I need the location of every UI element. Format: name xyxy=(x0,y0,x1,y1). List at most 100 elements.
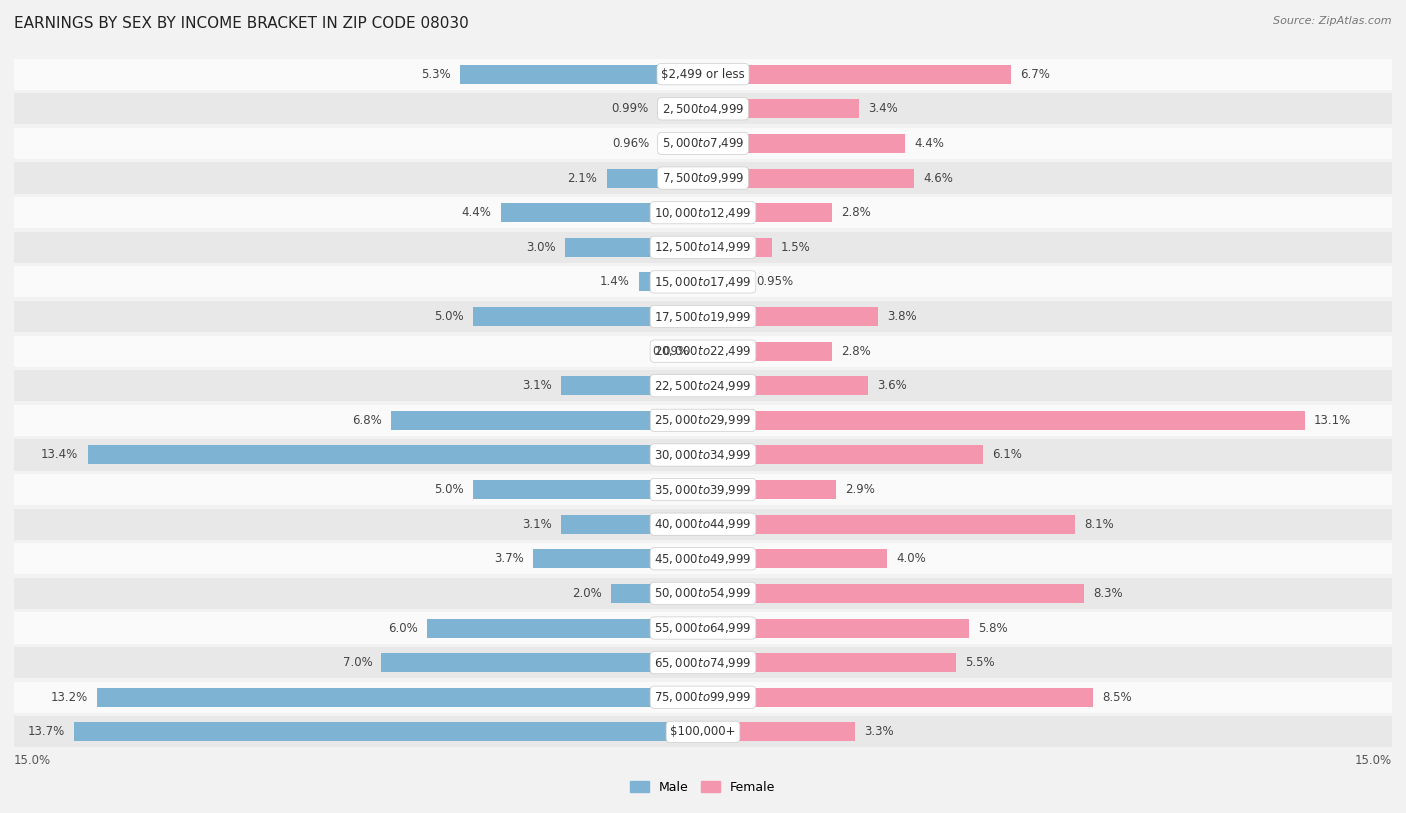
Bar xyxy=(381,653,703,672)
Text: 5.5%: 5.5% xyxy=(965,656,994,669)
Text: 5.0%: 5.0% xyxy=(434,483,464,496)
Text: $45,000 to $49,999: $45,000 to $49,999 xyxy=(654,552,752,566)
Text: 0.95%: 0.95% xyxy=(756,276,793,289)
Text: 3.6%: 3.6% xyxy=(877,379,907,392)
Bar xyxy=(659,134,703,153)
Bar xyxy=(14,578,1392,609)
Bar xyxy=(703,341,831,361)
Text: $40,000 to $44,999: $40,000 to $44,999 xyxy=(654,517,752,531)
Text: 3.0%: 3.0% xyxy=(526,241,555,254)
Bar xyxy=(391,411,703,430)
Text: $17,500 to $19,999: $17,500 to $19,999 xyxy=(654,310,752,324)
Legend: Male, Female: Male, Female xyxy=(626,776,780,799)
Text: 7.0%: 7.0% xyxy=(343,656,373,669)
Text: 13.4%: 13.4% xyxy=(41,449,79,462)
Bar xyxy=(703,65,1011,84)
Bar xyxy=(97,688,703,706)
Bar xyxy=(703,550,887,568)
Text: $25,000 to $29,999: $25,000 to $29,999 xyxy=(654,413,752,428)
Text: $50,000 to $54,999: $50,000 to $54,999 xyxy=(654,586,752,601)
Text: 0.09%: 0.09% xyxy=(652,345,690,358)
Bar xyxy=(14,716,1392,747)
Bar xyxy=(427,619,703,637)
Text: $100,000+: $100,000+ xyxy=(671,725,735,738)
Bar xyxy=(703,446,983,464)
Text: EARNINGS BY SEX BY INCOME BRACKET IN ZIP CODE 08030: EARNINGS BY SEX BY INCOME BRACKET IN ZIP… xyxy=(14,16,468,31)
Bar xyxy=(501,203,703,222)
Bar xyxy=(703,307,877,326)
Text: 4.6%: 4.6% xyxy=(924,172,953,185)
Text: 3.4%: 3.4% xyxy=(869,102,898,115)
Bar xyxy=(638,272,703,291)
Bar xyxy=(703,480,837,499)
Text: 1.5%: 1.5% xyxy=(782,241,811,254)
Bar xyxy=(703,515,1076,533)
Bar xyxy=(703,584,1084,603)
Text: $2,499 or less: $2,499 or less xyxy=(661,67,745,80)
Bar xyxy=(14,267,1392,298)
Text: 4.4%: 4.4% xyxy=(914,137,945,150)
Bar xyxy=(474,480,703,499)
Text: 3.8%: 3.8% xyxy=(887,310,917,323)
Text: 3.7%: 3.7% xyxy=(494,552,524,565)
Text: 1.4%: 1.4% xyxy=(599,276,630,289)
Text: $75,000 to $99,999: $75,000 to $99,999 xyxy=(654,690,752,704)
Bar xyxy=(703,203,831,222)
Text: 3.1%: 3.1% xyxy=(522,518,551,531)
Text: 2.9%: 2.9% xyxy=(845,483,876,496)
Text: 13.7%: 13.7% xyxy=(27,725,65,738)
Bar xyxy=(14,336,1392,367)
Text: 6.1%: 6.1% xyxy=(993,449,1022,462)
Text: $10,000 to $12,499: $10,000 to $12,499 xyxy=(654,206,752,220)
Text: 2.8%: 2.8% xyxy=(841,207,870,220)
Text: 5.8%: 5.8% xyxy=(979,621,1008,634)
Bar xyxy=(606,168,703,188)
Text: $20,000 to $22,499: $20,000 to $22,499 xyxy=(654,344,752,358)
Text: 5.3%: 5.3% xyxy=(420,67,450,80)
Bar xyxy=(14,509,1392,540)
Bar xyxy=(699,341,703,361)
Text: 13.1%: 13.1% xyxy=(1313,414,1351,427)
Bar xyxy=(561,376,703,395)
Bar xyxy=(14,197,1392,228)
Text: $5,000 to $7,499: $5,000 to $7,499 xyxy=(662,137,744,150)
Bar xyxy=(703,376,869,395)
Text: $12,500 to $14,999: $12,500 to $14,999 xyxy=(654,241,752,254)
Text: $55,000 to $64,999: $55,000 to $64,999 xyxy=(654,621,752,635)
Text: 0.96%: 0.96% xyxy=(613,137,650,150)
Bar xyxy=(565,237,703,257)
Text: 6.8%: 6.8% xyxy=(352,414,381,427)
Bar xyxy=(14,405,1392,436)
Text: $2,500 to $4,999: $2,500 to $4,999 xyxy=(662,102,744,115)
Bar xyxy=(703,653,956,672)
Bar xyxy=(533,550,703,568)
Bar xyxy=(14,301,1392,332)
Bar xyxy=(703,688,1094,706)
Text: 2.8%: 2.8% xyxy=(841,345,870,358)
Bar xyxy=(658,99,703,119)
Text: 2.1%: 2.1% xyxy=(568,172,598,185)
Text: 6.0%: 6.0% xyxy=(388,621,418,634)
Bar xyxy=(14,93,1392,124)
Bar xyxy=(703,272,747,291)
Bar xyxy=(460,65,703,84)
Bar xyxy=(612,584,703,603)
Bar xyxy=(703,411,1305,430)
Text: 8.5%: 8.5% xyxy=(1102,691,1132,704)
Bar xyxy=(14,612,1392,644)
Bar xyxy=(14,474,1392,505)
Text: 4.0%: 4.0% xyxy=(896,552,925,565)
Text: 15.0%: 15.0% xyxy=(14,754,51,767)
Text: 4.4%: 4.4% xyxy=(461,207,492,220)
Bar xyxy=(703,168,914,188)
Bar xyxy=(703,722,855,741)
Bar xyxy=(14,128,1392,159)
Text: 3.3%: 3.3% xyxy=(863,725,893,738)
Text: 2.0%: 2.0% xyxy=(572,587,602,600)
Text: 0.99%: 0.99% xyxy=(612,102,648,115)
Text: 6.7%: 6.7% xyxy=(1019,67,1050,80)
Bar xyxy=(703,237,772,257)
Bar xyxy=(703,99,859,119)
Bar xyxy=(14,232,1392,263)
Text: $22,500 to $24,999: $22,500 to $24,999 xyxy=(654,379,752,393)
